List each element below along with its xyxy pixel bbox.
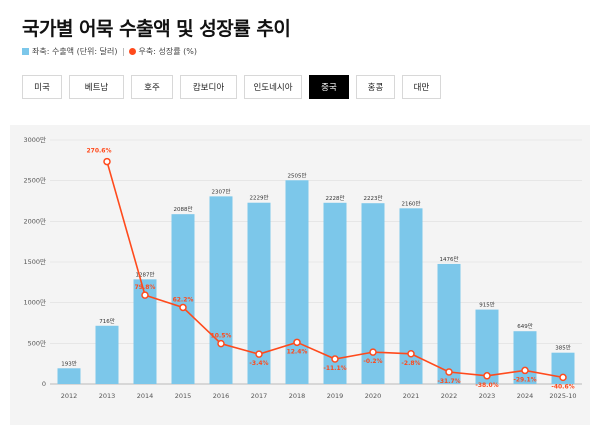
growth-value-label: -40.6% (551, 383, 574, 390)
bar-value-label: 2088만 (173, 205, 192, 213)
x-tick-label: 2024 (517, 392, 534, 400)
growth-value-label: -3.4% (249, 360, 268, 367)
x-tick-label: 2014 (137, 392, 154, 400)
bar (323, 202, 347, 384)
growth-value-label: -0.2% (363, 358, 382, 365)
bar (437, 263, 461, 384)
bar (285, 180, 309, 384)
tab-us[interactable]: 미국 (22, 75, 62, 99)
line-legend-label: 우축: 성장률 (%) (138, 47, 197, 56)
y-tick-label: 3000만 (23, 135, 46, 144)
growth-point (141, 291, 149, 299)
x-tick-label: 2023 (479, 392, 496, 400)
chart-title: 국가별 어묵 수출액 및 성장률 추이 (22, 18, 291, 40)
x-tick-label: 2012 (61, 392, 78, 400)
x-tick-label: 2016 (213, 392, 230, 400)
bar-value-label: 2160만 (401, 199, 420, 207)
bar (171, 214, 195, 384)
growth-point (179, 303, 187, 312)
combo-chart: 0 500만 1000만 1500만 2000만 2500만 3000만 193만 2012 71… (23, 135, 582, 400)
x-tick-label: 2025-10 (549, 392, 576, 400)
legend: 좌축: 수출액 (단위: 달러) 우축: 성장률 (%) (22, 46, 197, 57)
growth-point (217, 339, 225, 348)
y-tick-label: 1000만 (23, 298, 46, 307)
growth-value-label: -2.8% (401, 360, 420, 367)
bar (133, 279, 157, 384)
growth-value-label: 79.8% (135, 284, 156, 291)
bar-value-label: 716만 (99, 317, 115, 325)
country-tabs: 미국 베트남 호주 캄보디아 인도네시아 중국 홍콩 대만 (22, 75, 441, 99)
growth-value-label: -31.7% (437, 378, 460, 385)
growth-point (255, 350, 263, 358)
tab-hongkong[interactable]: 홍콩 (356, 75, 395, 99)
y-tick-label: 500만 (28, 338, 46, 347)
line-legend-swatch (128, 48, 136, 55)
bar-value-label: 2229만 (249, 194, 268, 202)
bar-legend-swatch (22, 48, 29, 55)
x-tick-label: 2022 (441, 392, 458, 400)
chart-panel: 0 500만 1000만 1500만 2000만 2500만 3000만 193만 2012 71… (10, 125, 590, 425)
bar-value-label: 385만 (555, 344, 571, 352)
x-tick-label: 2018 (289, 392, 306, 400)
y-tick-label: 0 (42, 380, 46, 388)
y-tick-label: 2000만 (23, 216, 46, 225)
tab-vietnam[interactable]: 베트남 (69, 75, 124, 99)
growth-point (407, 350, 415, 358)
growth-point (521, 366, 529, 375)
y-tick-label: 2500만 (23, 176, 46, 185)
growth-value-label: -29.1% (513, 376, 536, 383)
growth-point (445, 368, 453, 376)
bar-value-label: 915만 (479, 301, 495, 309)
growth-value-label: 62.2% (173, 296, 194, 303)
bar-value-label: 649만 (517, 322, 533, 330)
growth-value-label: 12.4% (287, 348, 308, 355)
x-tick-label: 2015 (175, 392, 192, 400)
growth-value-label: -11.1% (323, 365, 346, 372)
x-tick-label: 2020 (365, 392, 382, 400)
bar-value-label: 2228만 (325, 194, 344, 202)
tab-indonesia[interactable]: 인도네시아 (244, 75, 302, 99)
growth-value-label: -38.0% (475, 382, 498, 389)
bar (209, 196, 233, 384)
bar-value-label: 1476만 (439, 255, 458, 263)
legend-divider (122, 47, 124, 56)
bar (475, 309, 499, 384)
bar-value-label: 2307만 (211, 187, 230, 195)
bar-legend-label: 좌축: 수출액 (단위: 달러) (32, 47, 118, 56)
bar (399, 208, 423, 384)
x-tick-label: 2017 (251, 392, 268, 400)
growth-point (369, 348, 377, 356)
tab-cambodia[interactable]: 캄보디아 (180, 75, 237, 99)
growth-value-label: 270.6% (87, 148, 112, 155)
bar (247, 202, 271, 384)
y-tick-label: 1500만 (23, 257, 46, 266)
x-tick-label: 2013 (99, 392, 116, 400)
x-tick-label: 2021 (403, 392, 420, 400)
tab-taiwan[interactable]: 대만 (402, 75, 441, 99)
bar-value-label: 2505만 (287, 171, 306, 179)
tab-australia[interactable]: 호주 (131, 75, 173, 99)
growth-point (559, 373, 567, 382)
tab-china[interactable]: 중국 (309, 75, 349, 99)
bar-value-label: 1287만 (135, 270, 154, 278)
growth-value-label: 10.5% (211, 333, 232, 340)
bar-value-label: 193만 (61, 359, 77, 367)
growth-point (483, 372, 491, 380)
bar (95, 325, 119, 384)
growth-point (293, 338, 301, 347)
bar (361, 203, 385, 384)
bar (57, 368, 81, 384)
growth-point (103, 157, 111, 166)
x-tick-label: 2019 (327, 392, 344, 400)
bar-value-label: 2223만 (363, 194, 382, 202)
growth-point (331, 355, 339, 363)
